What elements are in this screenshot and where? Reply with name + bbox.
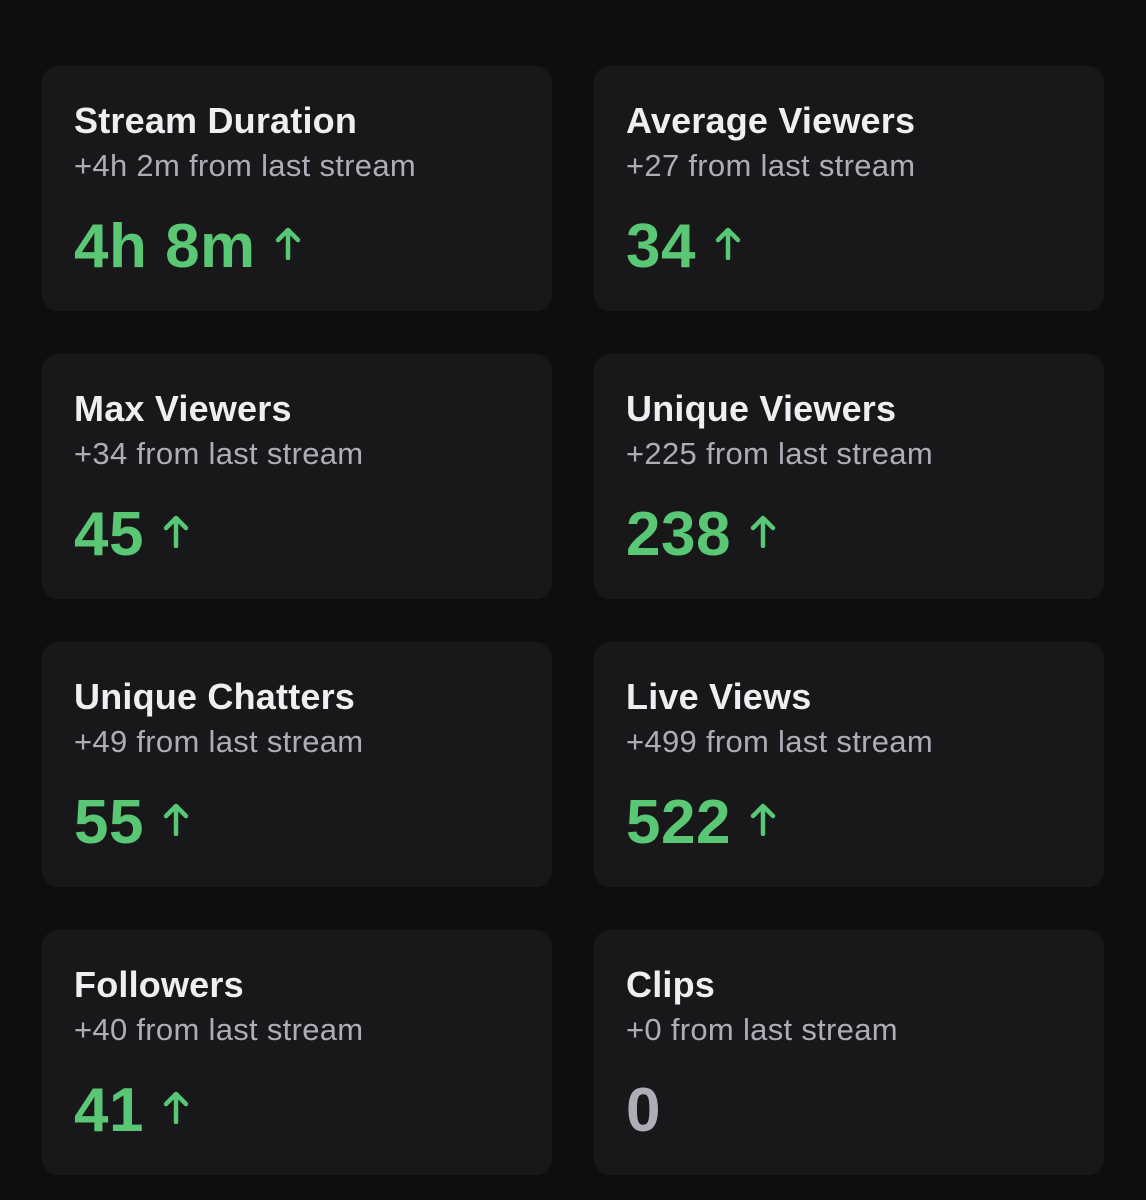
stat-value-row: 34 (626, 212, 742, 282)
stat-card-unique-chatters: Unique Chatters +49 from last stream 55 (42, 642, 552, 887)
stat-card-clips: Clips +0 from last stream 0 (594, 930, 1104, 1175)
stat-card-live-views: Live Views +499 from last stream 522 (594, 642, 1104, 887)
stat-value: 0 (626, 1076, 661, 1146)
stat-value: 522 (626, 788, 731, 858)
stat-value-row: 4h 8m (74, 212, 302, 282)
stat-card-followers: Followers +40 from last stream 41 (42, 930, 552, 1175)
arrow-up-icon (274, 226, 302, 260)
arrow-up-icon (749, 802, 777, 836)
stat-card-max-viewers: Max Viewers +34 from last stream 45 (42, 354, 552, 599)
stat-delta: +0 from last stream (626, 1012, 898, 1048)
stat-value: 41 (74, 1076, 144, 1146)
arrow-up-icon (162, 1090, 190, 1124)
stat-title: Average Viewers (626, 100, 915, 142)
arrow-up-icon (749, 514, 777, 548)
stat-title: Stream Duration (74, 100, 357, 142)
stat-value-row: 522 (626, 788, 777, 858)
stat-value-row: 45 (74, 500, 190, 570)
stat-delta: +40 from last stream (74, 1012, 363, 1048)
stats-grid: Stream Duration +4h 2m from last stream … (42, 66, 1104, 1175)
stat-title: Followers (74, 964, 244, 1006)
stat-card-unique-viewers: Unique Viewers +225 from last stream 238 (594, 354, 1104, 599)
stat-value: 34 (626, 212, 696, 282)
stat-title: Clips (626, 964, 715, 1006)
stat-value: 55 (74, 788, 144, 858)
stat-value-row: 0 (626, 1076, 661, 1146)
stat-value-row: 41 (74, 1076, 190, 1146)
arrow-up-icon (162, 514, 190, 548)
stat-delta: +4h 2m from last stream (74, 148, 416, 184)
stat-value: 238 (626, 500, 731, 570)
stat-value-row: 238 (626, 500, 777, 570)
stat-card-average-viewers: Average Viewers +27 from last stream 34 (594, 66, 1104, 311)
stat-title: Live Views (626, 676, 811, 718)
stat-title: Unique Chatters (74, 676, 355, 718)
stat-card-stream-duration: Stream Duration +4h 2m from last stream … (42, 66, 552, 311)
stat-delta: +49 from last stream (74, 724, 363, 760)
stat-value-row: 55 (74, 788, 190, 858)
stat-delta: +225 from last stream (626, 436, 933, 472)
stat-delta: +499 from last stream (626, 724, 933, 760)
arrow-up-icon (162, 802, 190, 836)
stat-title: Max Viewers (74, 388, 292, 430)
stat-delta: +27 from last stream (626, 148, 915, 184)
stat-delta: +34 from last stream (74, 436, 363, 472)
stat-value: 45 (74, 500, 144, 570)
stat-title: Unique Viewers (626, 388, 896, 430)
stat-value: 4h 8m (74, 212, 256, 282)
arrow-up-icon (714, 226, 742, 260)
